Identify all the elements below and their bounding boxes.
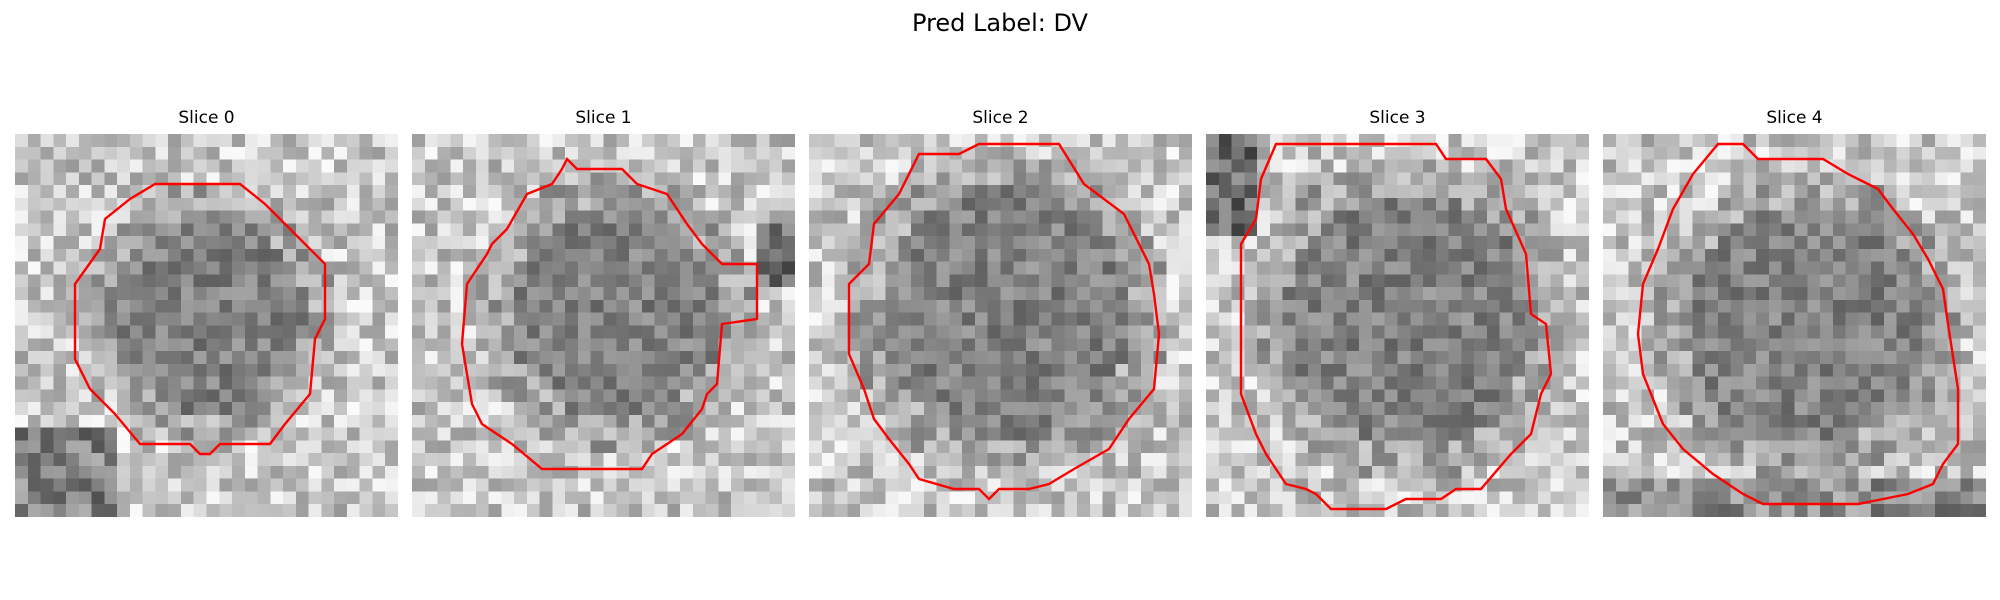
slice-title-0: Slice 0	[178, 108, 235, 128]
slice-panel-1: Slice 1	[412, 108, 795, 517]
contour-line-2	[847, 142, 1161, 501]
slice-title-1: Slice 1	[575, 108, 632, 128]
slice-panel-3: Slice 3	[1206, 108, 1589, 517]
segmentation-contour-0	[73, 182, 327, 456]
slice-panel-0: Slice 0	[15, 108, 398, 517]
contour-line-4	[1636, 142, 1960, 506]
contour-line-3	[1239, 142, 1553, 511]
segmentation-contour-4	[1636, 142, 1960, 506]
contour-line-0	[73, 182, 327, 456]
segmentation-contour-2	[847, 142, 1161, 501]
segmentation-contour-1	[460, 156, 759, 471]
contour-line-1	[460, 156, 759, 471]
slice-image-4	[1603, 134, 1986, 517]
slice-panel-4: Slice 4	[1603, 108, 1986, 517]
slice-image-1	[412, 134, 795, 517]
slice-panel-2: Slice 2	[809, 108, 1192, 517]
slice-title-4: Slice 4	[1766, 108, 1823, 128]
slice-title-2: Slice 2	[972, 108, 1029, 128]
slice-title-3: Slice 3	[1369, 108, 1426, 128]
slice-image-3	[1206, 134, 1589, 517]
segmentation-contour-3	[1239, 142, 1553, 511]
figure-title: Pred Label: DV	[912, 9, 1088, 37]
slice-image-2	[809, 134, 1192, 517]
slice-image-0	[15, 134, 398, 517]
